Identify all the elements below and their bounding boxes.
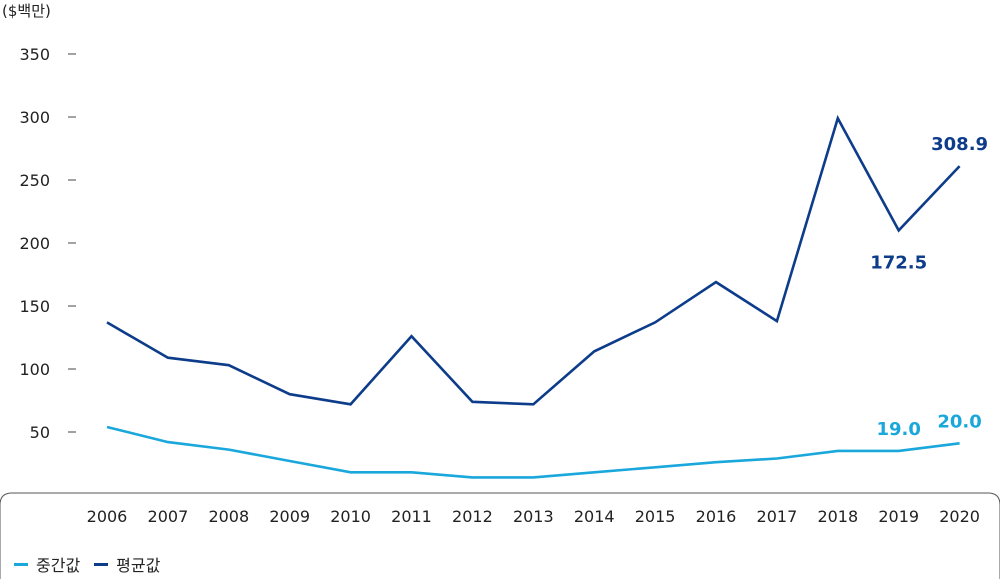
legend-swatch-mean [94, 562, 109, 566]
x-tick-label: 2006 [87, 507, 128, 526]
x-tick-label: 2011 [391, 507, 432, 526]
legend-label-median: 중간값 [36, 556, 81, 575]
x-tick-label: 2008 [208, 507, 249, 526]
x-tick-label: 2020 [939, 507, 980, 526]
legend-swatch-median [14, 562, 28, 566]
x-tick-label: 2007 [148, 507, 189, 526]
data-label: 172.5 [870, 252, 927, 273]
legend-item-mean: 평균값 [94, 552, 160, 576]
x-tick-label: 2013 [513, 507, 554, 526]
x-tick-label: 2019 [878, 507, 919, 526]
data-label: 308.9 [931, 134, 988, 155]
series-line-median [106, 425, 960, 479]
x-tick-label: 2015 [635, 507, 676, 526]
y-axis: 50 100 150 200 250 300 350 [19, 45, 76, 442]
data-label: 19.0 [876, 419, 920, 440]
plot-frame [0, 492, 1000, 579]
y-tick-label: 300 [19, 108, 50, 127]
y-tick-label: 100 [19, 360, 50, 379]
x-tick-label: 2012 [452, 507, 493, 526]
series-line-mean [106, 114, 961, 406]
y-tick-label: 250 [19, 171, 50, 190]
legend-label-mean: 평균값 [116, 556, 161, 575]
legend: 중간값 평균값 [14, 552, 174, 576]
x-axis: 2006 2007 2008 2009 2010 2011 2012 2013 2014 2015… [87, 507, 980, 526]
data-label: 20.0 [937, 411, 981, 432]
x-tick-label: 2016 [696, 507, 737, 526]
x-tick-label: 2009 [269, 507, 310, 526]
x-tick-label: 2010 [330, 507, 371, 526]
legend-item-median: 중간값 [14, 552, 80, 576]
y-tick-label: 350 [19, 45, 50, 64]
y-tick-label: 200 [19, 234, 50, 253]
x-tick-label: 2014 [574, 507, 615, 526]
x-tick-label: 2017 [757, 507, 798, 526]
x-tick-label: 2018 [817, 507, 858, 526]
y-axis-unit-label: ($백만) [2, 2, 51, 20]
data-labels: 19.0 20.0 172.5 308.9 [870, 134, 988, 440]
y-tick-label: 150 [19, 297, 50, 316]
y-tick-label: 50 [30, 423, 50, 442]
series-lines [106, 114, 961, 479]
